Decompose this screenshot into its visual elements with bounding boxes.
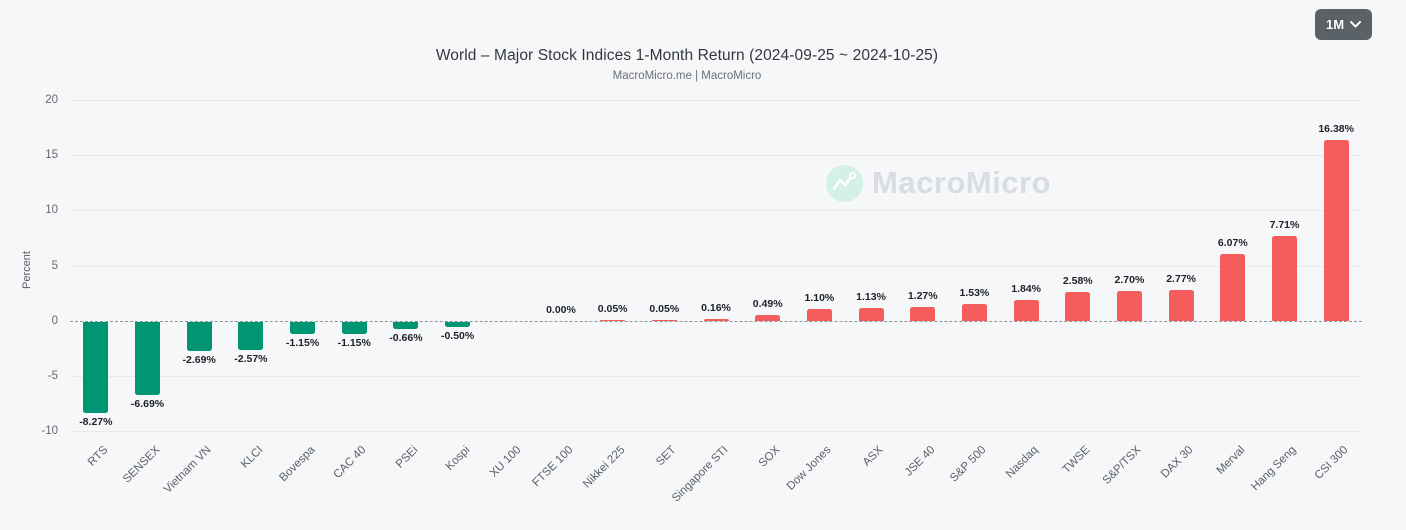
- bar[interactable]: [703, 318, 729, 321]
- bar[interactable]: [1065, 292, 1091, 321]
- bar[interactable]: [393, 321, 419, 329]
- bar-value-label: -1.15%: [337, 337, 371, 350]
- chevron-down-icon: [1350, 21, 1362, 28]
- time-range-label: 1M: [1325, 17, 1345, 32]
- bar[interactable]: [1116, 290, 1142, 321]
- bar[interactable]: [1168, 290, 1194, 321]
- bar[interactable]: [858, 308, 884, 321]
- bar[interactable]: [445, 321, 471, 328]
- bar[interactable]: [290, 321, 316, 335]
- chart-title: World – Major Stock Indices 1-Month Retu…: [435, 47, 939, 64]
- bar-value-label: 0.16%: [701, 301, 731, 314]
- bar[interactable]: [1323, 139, 1349, 321]
- grid-line: [70, 210, 1362, 212]
- bar-value-label: 2.58%: [1062, 275, 1093, 288]
- y-tick-label: 10: [45, 204, 58, 217]
- y-tick-label: 15: [45, 149, 58, 162]
- macromicro-logo-icon: [826, 164, 863, 202]
- watermark: MacroMicro: [826, 164, 1051, 202]
- bar-value-label: -0.50%: [440, 330, 475, 343]
- bar-value-label: 2.70%: [1114, 273, 1145, 286]
- bar[interactable]: [1220, 253, 1246, 321]
- bar-value-label: 1.13%: [856, 291, 886, 304]
- grid-line: [70, 431, 1362, 432]
- bar[interactable]: [806, 308, 832, 321]
- zero-line: [70, 320, 1362, 322]
- grid-line: [70, 155, 1362, 157]
- watermark-text: MacroMicro: [872, 165, 1051, 200]
- bar-value-label: 7.71%: [1269, 218, 1300, 231]
- bar-value-label: 2.77%: [1166, 273, 1196, 286]
- bar[interactable]: [135, 321, 161, 396]
- bar-value-label: 1.10%: [804, 291, 835, 304]
- grid-line: [70, 100, 1362, 101]
- bar[interactable]: [1013, 300, 1039, 321]
- bar-value-label: 1.53%: [959, 286, 990, 299]
- bar-value-label: 0.05%: [649, 303, 680, 316]
- bar[interactable]: [755, 315, 781, 321]
- bar[interactable]: [600, 320, 626, 321]
- time-range-select[interactable]: 1M: [1315, 9, 1372, 40]
- bar[interactable]: [651, 320, 677, 321]
- bar-value-label: -0.66%: [389, 331, 423, 344]
- grid-line: [70, 375, 1362, 377]
- bar-value-label: 1.84%: [1011, 283, 1041, 296]
- y-tick-label: 5: [51, 259, 58, 272]
- bar-value-label: 16.38%: [1318, 122, 1354, 135]
- bar[interactable]: [341, 321, 367, 335]
- y-tick-label: 20: [45, 94, 58, 106]
- bar[interactable]: [961, 303, 987, 321]
- bar-value-label: -2.69%: [182, 354, 216, 367]
- bar[interactable]: [238, 321, 264, 350]
- bar[interactable]: [1271, 235, 1297, 321]
- grid-line: [70, 265, 1362, 267]
- bar-value-label: 0.05%: [597, 303, 628, 316]
- bar-value-label: -6.69%: [130, 398, 165, 411]
- y-tick-label: -10: [41, 425, 58, 437]
- bar-value-label: -2.57%: [234, 353, 268, 366]
- bar-value-label: 0.00%: [546, 303, 576, 316]
- bar-value-label: 0.49%: [752, 298, 783, 311]
- y-tick-label: -5: [47, 369, 58, 382]
- y-tick-label: 0: [51, 314, 58, 327]
- bar-value-label: 6.07%: [1217, 236, 1248, 249]
- bar[interactable]: [910, 306, 936, 321]
- bar[interactable]: [186, 321, 212, 352]
- bar[interactable]: [83, 321, 109, 413]
- bar-value-label: -8.27%: [79, 415, 113, 428]
- chart-subtitle: MacroMicro.me | MacroMicro: [612, 70, 762, 82]
- bar-value-label: 1.27%: [907, 289, 938, 302]
- bar-value-label: -1.15%: [285, 337, 320, 350]
